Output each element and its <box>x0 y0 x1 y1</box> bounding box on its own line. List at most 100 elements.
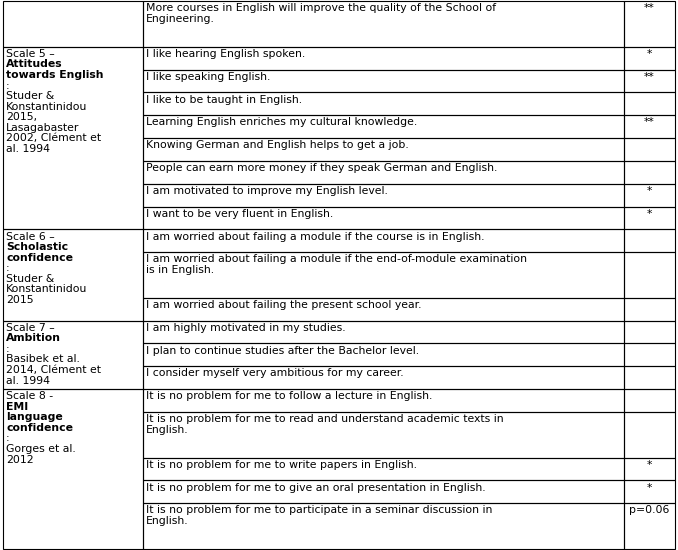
Text: Learning English enriches my cultural knowledge.: Learning English enriches my cultural kn… <box>146 117 417 128</box>
Text: I like speaking English.: I like speaking English. <box>146 72 270 82</box>
Text: confidence: confidence <box>6 423 73 433</box>
Text: I like to be taught in English.: I like to be taught in English. <box>146 95 302 104</box>
Text: *: * <box>647 460 652 470</box>
Text: is in English.: is in English. <box>146 265 214 275</box>
Text: **: ** <box>644 117 655 128</box>
Text: I am worried about failing a module if the course is in English.: I am worried about failing a module if t… <box>146 232 484 241</box>
Text: Konstantinidou: Konstantinidou <box>6 102 87 112</box>
Text: I consider myself very ambitious for my career.: I consider myself very ambitious for my … <box>146 368 403 378</box>
Text: I am highly motivated in my studies.: I am highly motivated in my studies. <box>146 323 345 333</box>
Bar <box>3 321 143 389</box>
Bar <box>143 115 624 138</box>
Bar <box>143 458 624 481</box>
Text: 2012: 2012 <box>6 454 34 465</box>
Bar <box>624 92 675 115</box>
Text: Studer &: Studer & <box>6 274 54 284</box>
Text: English.: English. <box>146 425 188 435</box>
Bar <box>143 206 624 229</box>
Text: :: : <box>6 433 9 443</box>
Bar <box>624 298 675 321</box>
Text: :: : <box>6 344 9 354</box>
Bar <box>143 1 624 47</box>
Text: *: * <box>647 208 652 219</box>
Text: More courses in English will improve the quality of the School of: More courses in English will improve the… <box>146 3 496 13</box>
Bar <box>3 229 143 321</box>
Bar <box>143 138 624 161</box>
Text: Scale 8 -: Scale 8 - <box>6 392 57 402</box>
Bar <box>624 69 675 92</box>
Bar <box>624 206 675 229</box>
Bar <box>143 47 624 69</box>
Bar <box>624 503 675 549</box>
Bar <box>3 47 143 229</box>
Text: I want to be very fluent in English.: I want to be very fluent in English. <box>146 208 333 219</box>
Text: It is no problem for me to write papers in English.: It is no problem for me to write papers … <box>146 460 417 470</box>
Text: EMI: EMI <box>6 402 28 412</box>
Bar <box>624 138 675 161</box>
Text: Lasagabaster: Lasagabaster <box>6 123 79 133</box>
Text: 2014, Clément et: 2014, Clément et <box>6 365 101 375</box>
Text: I am worried about failing the present school year.: I am worried about failing the present s… <box>146 300 421 310</box>
Bar <box>143 69 624 92</box>
Text: 2015,: 2015, <box>6 112 37 122</box>
Bar <box>143 503 624 549</box>
Bar <box>624 252 675 298</box>
Text: Attitudes: Attitudes <box>6 59 63 69</box>
Bar <box>624 481 675 503</box>
Bar <box>143 298 624 321</box>
Text: Scale 7 –: Scale 7 – <box>6 323 55 333</box>
Text: towards English: towards English <box>6 70 104 80</box>
Text: Engineering.: Engineering. <box>146 14 215 24</box>
Bar <box>624 47 675 69</box>
Bar <box>624 229 675 252</box>
Text: It is no problem for me to give an oral presentation in English.: It is no problem for me to give an oral … <box>146 483 485 493</box>
Text: I plan to continue studies after the Bachelor level.: I plan to continue studies after the Bac… <box>146 346 419 356</box>
Text: 2015: 2015 <box>6 295 34 305</box>
Text: I am motivated to improve my English level.: I am motivated to improve my English lev… <box>146 186 388 196</box>
Text: **: ** <box>644 3 655 13</box>
Text: Knowing German and English helps to get a job.: Knowing German and English helps to get … <box>146 140 408 150</box>
Text: p=0.06: p=0.06 <box>629 505 670 515</box>
Text: Scholastic: Scholastic <box>6 242 68 252</box>
Text: **: ** <box>644 72 655 82</box>
Bar <box>3 389 143 549</box>
Bar <box>624 343 675 366</box>
Text: Konstantinidou: Konstantinidou <box>6 284 87 294</box>
Bar <box>624 366 675 389</box>
Text: It is no problem for me to participate in a seminar discussion in: It is no problem for me to participate i… <box>146 505 492 515</box>
Bar <box>624 1 675 47</box>
Bar <box>624 412 675 458</box>
Text: language: language <box>6 412 63 422</box>
Bar <box>624 115 675 138</box>
Text: al. 1994: al. 1994 <box>6 376 50 386</box>
Bar <box>624 321 675 343</box>
Bar <box>143 481 624 503</box>
Text: I like hearing English spoken.: I like hearing English spoken. <box>146 49 305 59</box>
Text: 2002, Clément et: 2002, Clément et <box>6 133 101 143</box>
Bar <box>143 412 624 458</box>
Text: *: * <box>647 483 652 493</box>
Bar <box>143 389 624 412</box>
Bar <box>624 161 675 184</box>
Bar <box>143 92 624 115</box>
Text: I am worried about failing a module if the end-of-module examination: I am worried about failing a module if t… <box>146 254 527 265</box>
Text: People can earn more money if they speak German and English.: People can earn more money if they speak… <box>146 163 497 173</box>
Text: Basibek et al.: Basibek et al. <box>6 354 80 365</box>
Text: It is no problem for me to follow a lecture in English.: It is no problem for me to follow a lect… <box>146 392 432 402</box>
Text: English.: English. <box>146 516 188 526</box>
Text: It is no problem for me to read and understand academic texts in: It is no problem for me to read and unde… <box>146 414 503 424</box>
Text: confidence: confidence <box>6 252 73 262</box>
Text: Scale 5 –: Scale 5 – <box>6 49 55 59</box>
Bar <box>143 252 624 298</box>
Bar <box>143 229 624 252</box>
Bar <box>624 458 675 481</box>
Text: Gorges et al.: Gorges et al. <box>6 444 76 454</box>
Bar <box>143 184 624 206</box>
Text: al. 1994: al. 1994 <box>6 144 50 153</box>
Bar <box>143 321 624 343</box>
Bar <box>143 343 624 366</box>
Text: Scale 6 –: Scale 6 – <box>6 232 55 241</box>
Text: :: : <box>6 80 9 91</box>
Bar <box>143 366 624 389</box>
Text: :: : <box>6 263 9 273</box>
